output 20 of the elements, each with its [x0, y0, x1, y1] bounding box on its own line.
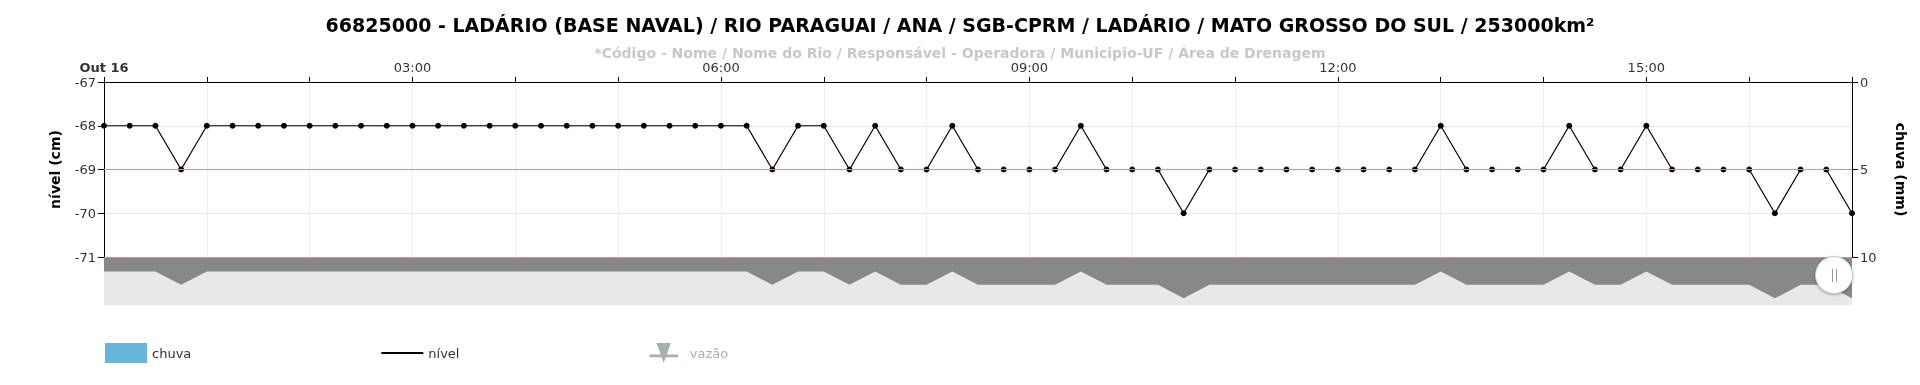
- y-tick-label: -69: [74, 162, 96, 177]
- y-tick-label: -68: [74, 118, 96, 134]
- y2-tick-label: 10: [1860, 249, 1877, 265]
- y2-tick-label: 0: [1860, 74, 1869, 90]
- y-tick-label: -71: [74, 249, 96, 265]
- x-tick-label: 12:00: [1319, 60, 1357, 75]
- x-tick-label: 03:00: [393, 60, 432, 75]
- y-tick-label: -67: [74, 74, 96, 90]
- x-tick-label: 09:00: [1010, 60, 1049, 75]
- y2-axis-title: chuva (mm): [1893, 122, 1909, 217]
- y2-tick-label: 5: [1860, 162, 1869, 177]
- x-tick-label: 06:00: [702, 60, 740, 75]
- x-tick-label: 15:00: [1627, 60, 1666, 75]
- y-tick-label: -70: [74, 205, 96, 221]
- chart-title: 66825000 - LADÁRIO (BASE NAVAL) / RIO PARAGUAI / ANA / SGB-CPRM / LADÁRIO / MATO GROSSO DO SUL / 253000km²: [325, 13, 1595, 36]
- y-axis-title: nível (cm): [47, 130, 63, 209]
- x-tick-label: Out 16: [79, 60, 129, 75]
- legend-label: nível: [428, 345, 460, 361]
- legend-label: vazão: [689, 345, 729, 361]
- legend-label: chuva: [152, 345, 192, 361]
